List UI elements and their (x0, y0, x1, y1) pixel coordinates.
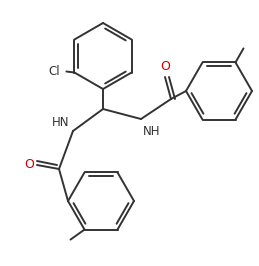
Text: Cl: Cl (49, 65, 60, 78)
Text: HN: HN (52, 116, 69, 129)
Text: NH: NH (143, 125, 161, 138)
Text: O: O (24, 159, 34, 172)
Text: O: O (160, 60, 170, 73)
